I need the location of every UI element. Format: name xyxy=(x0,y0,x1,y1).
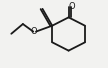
Text: O: O xyxy=(31,27,38,36)
Text: O: O xyxy=(68,1,75,11)
